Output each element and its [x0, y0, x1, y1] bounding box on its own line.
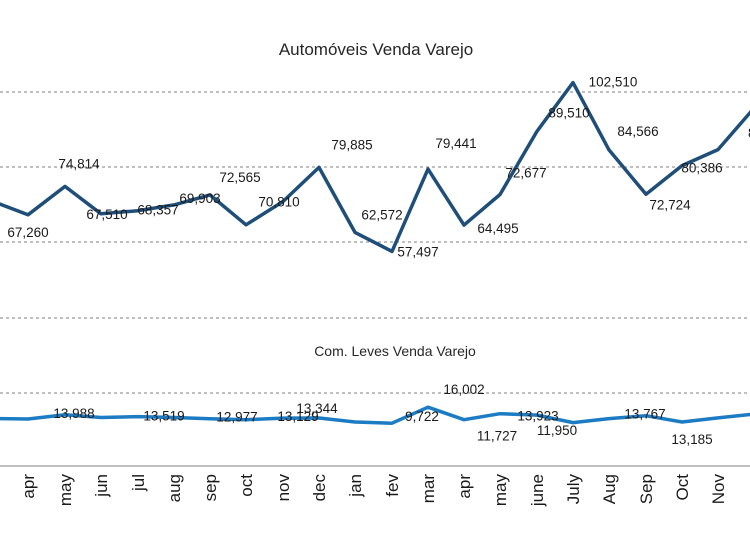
data-label-leves: 13,923 [517, 409, 558, 424]
x-tick-label: may [491, 474, 510, 507]
x-tick-label: apr [455, 474, 474, 499]
data-label-leves: 9,722 [405, 409, 439, 424]
data-label-autos: 70,810 [258, 194, 299, 209]
data-label-leves: 11,950 [537, 423, 577, 438]
chart-title-autos: Automóveis Venda Varejo [279, 40, 473, 59]
data-label-leves: 13,988 [53, 406, 94, 421]
data-label-autos: 79,885 [331, 137, 372, 152]
x-tick-label: sep [201, 474, 220, 501]
x-tick-label: may [56, 474, 75, 507]
data-label-autos: 89,510 [548, 105, 589, 120]
x-tick-label: Oct [673, 474, 692, 501]
data-label-autos: 72,565 [219, 170, 260, 185]
data-label-autos: 74,814 [58, 156, 100, 171]
data-label-autos: 67,260 [7, 225, 48, 240]
data-label-autos: 64,495 [477, 221, 518, 236]
data-label-leves: 13,519 [143, 409, 184, 424]
x-tick-label: oct [237, 474, 256, 497]
x-tick-label: Sep [637, 474, 656, 504]
x-tick-label: june [528, 474, 547, 507]
data-label-leves: 13,767 [624, 407, 665, 422]
data-label-autos: 57,497 [397, 244, 438, 259]
x-tick-label: jun [92, 474, 111, 498]
data-label-leves: 13,129 [277, 409, 318, 424]
data-label-autos: 84,65 [748, 126, 750, 141]
x-tick-label: Aug [600, 474, 619, 504]
data-label-autos: 68,357 [137, 203, 178, 218]
chart-title-leves: Com. Leves Venda Varejo [314, 343, 476, 359]
x-tick-label: mar [419, 474, 438, 504]
data-label-autos: 84,566 [617, 124, 658, 139]
data-label-leves: 12,977 [216, 410, 257, 425]
data-label-autos: 69,903 [179, 191, 220, 206]
data-label-autos: 72,724 [649, 197, 691, 212]
x-tick-label: dec [310, 474, 329, 502]
x-tick-label: aug [165, 474, 184, 502]
data-label-leves: 11,727 [477, 429, 517, 444]
data-label-autos: 67,510 [86, 207, 127, 222]
x-tick-label: Nov [709, 474, 728, 505]
data-label-autos: 102,510 [589, 75, 638, 90]
data-label-leves: 16,002 [443, 382, 484, 397]
x-tick-label: apr [19, 474, 38, 499]
data-label-autos: 79,441 [435, 136, 476, 151]
data-label-autos: 62,572 [361, 207, 402, 222]
x-tick-label: jul [129, 474, 148, 492]
data-label-autos: 72,677 [505, 165, 546, 180]
series-line-autos [0, 80, 750, 254]
series-line-leves [0, 405, 750, 425]
data-label-leves: 13,185 [671, 432, 712, 447]
x-tick-label: nov [274, 474, 293, 502]
x-tick-label: fev [383, 474, 402, 497]
x-tick-label: July [564, 474, 583, 505]
x-tick-label: jan [346, 474, 365, 498]
data-label-autos: 80,386 [681, 161, 722, 176]
data-label-leves: 13,344 [296, 401, 338, 416]
